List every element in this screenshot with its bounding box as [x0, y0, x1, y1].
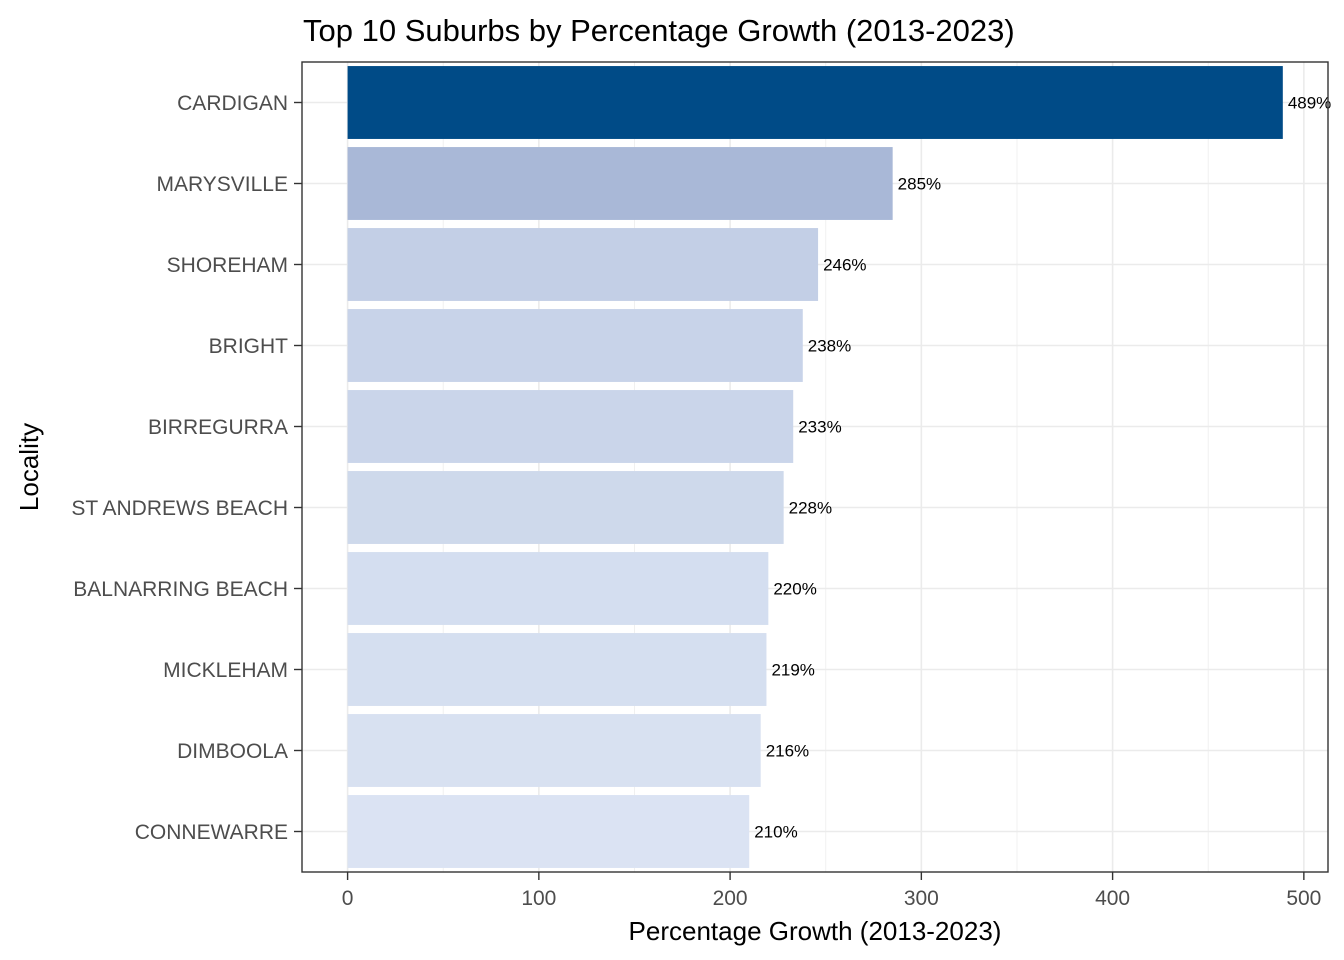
x-tick-label: 100 — [521, 887, 556, 910]
x-tick-label: 200 — [713, 887, 748, 910]
y-tick-label: MARYSVILLE — [156, 173, 288, 196]
data-label: 238% — [808, 337, 851, 356]
data-label: 489% — [1288, 94, 1331, 113]
data-label: 216% — [766, 742, 809, 761]
x-tick-label: 500 — [1286, 887, 1321, 910]
chart-title: Top 10 Suburbs by Percentage Growth (201… — [303, 13, 1015, 48]
bar — [347, 795, 750, 868]
bar — [347, 147, 893, 220]
bar — [347, 390, 794, 463]
y-tick-label: DIMBOOLA — [177, 740, 288, 763]
plot-panel-border — [301, 61, 1329, 873]
y-tick-label: ST ANDREWS BEACH — [71, 497, 288, 520]
data-label: 219% — [771, 661, 814, 680]
bar — [347, 471, 784, 544]
data-label: 210% — [754, 823, 797, 842]
data-label: 246% — [823, 256, 866, 275]
y-tick-label: MICKLEHAM — [163, 659, 288, 682]
y-axis-title: Locality — [14, 423, 44, 511]
x-tick-label: 400 — [1095, 887, 1130, 910]
data-label: 285% — [898, 175, 941, 194]
data-label: 233% — [798, 418, 841, 437]
x-axis: 0 100 200 300 400 500 — [342, 872, 1321, 910]
y-tick-label: BRIGHT — [209, 335, 289, 358]
y-tick-label: BIRREGURRA — [148, 416, 288, 439]
y-tick-label: CARDIGAN — [177, 92, 288, 115]
data-label: 228% — [789, 499, 832, 518]
bar — [347, 633, 767, 706]
bar — [347, 66, 1283, 139]
y-tick-label: CONNEWARRE — [135, 821, 288, 844]
data-labels: 489% 285% 246% 238% 233% 228% 220% 219% 216% 210% — [754, 94, 1331, 842]
x-tick-label: 0 — [342, 887, 354, 910]
bars — [347, 66, 1283, 868]
x-axis-title: Percentage Growth (2013-2023) — [629, 916, 1002, 946]
bar — [347, 228, 819, 301]
data-label: 220% — [773, 580, 816, 599]
y-tick-label: SHOREHAM — [167, 254, 288, 277]
y-axis: CARDIGAN MARYSVILLE SHOREHAM BRIGHT BIRREGUR… — [71, 92, 302, 844]
bar — [347, 552, 769, 625]
bar — [347, 714, 761, 787]
y-tick-label: BALNARRING BEACH — [73, 578, 288, 601]
x-tick-label: 300 — [904, 887, 939, 910]
bar — [347, 309, 803, 382]
